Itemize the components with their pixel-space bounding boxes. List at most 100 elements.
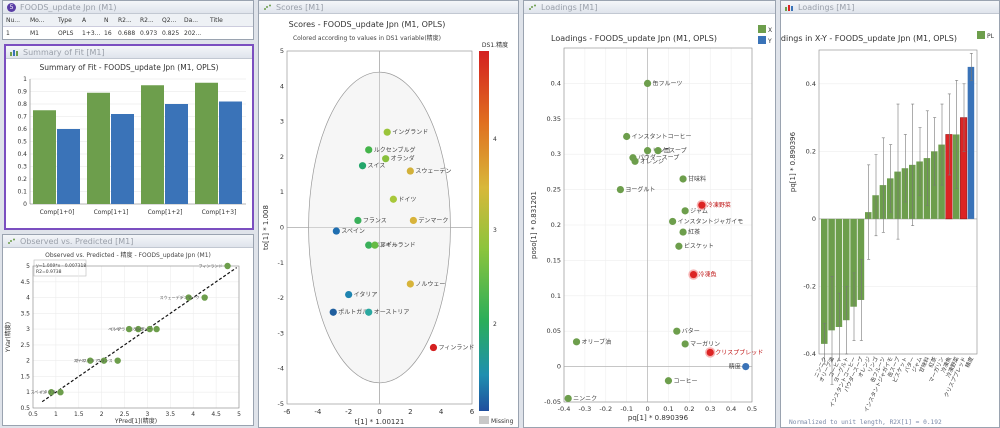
scores-title: Scores [M1] <box>276 2 324 12</box>
model-badge: 5 <box>7 2 16 12</box>
bar <box>33 110 56 204</box>
loadings-titlebar[interactable]: Loadings [M1] <box>524 1 775 14</box>
data-point <box>623 132 631 141</box>
cell: OPLS <box>58 29 74 37</box>
x-tick-label: 1.5 <box>74 411 84 418</box>
y-tick-label: -4 <box>278 365 284 373</box>
x-tick-label: -4 <box>314 408 322 416</box>
y-tick-label: 0 <box>280 224 284 232</box>
scores-titlebar[interactable]: Scores [M1] <box>259 1 518 14</box>
y-axis-label: poso[1] * 0.831201 <box>530 191 538 259</box>
col-header[interactable]: Nu... <box>6 16 21 24</box>
point-label: ベルギー <box>374 242 398 249</box>
bar <box>872 195 879 219</box>
point-label: スペイン <box>341 228 365 235</box>
bar <box>879 185 887 219</box>
color-bar-title: DS1.精度 <box>482 41 508 49</box>
y-tick-label: -0.2 <box>803 282 816 290</box>
bar <box>909 164 916 219</box>
data-point <box>365 241 373 249</box>
y-tick-label: 1 <box>280 188 284 196</box>
point-label: オランダ <box>391 155 415 163</box>
plot-frame <box>32 265 240 409</box>
legend-line-2: R2=0.9738 <box>36 269 62 275</box>
col-header[interactable]: A <box>82 16 87 24</box>
point-label: マーガリン <box>690 340 720 348</box>
col-header[interactable]: Type <box>58 16 72 24</box>
point-label: ポルトガル <box>338 308 368 316</box>
data-point <box>742 363 750 371</box>
point-label: オレンジ <box>640 158 664 165</box>
data-point <box>572 338 581 346</box>
obs-pred-titlebar[interactable]: Observed vs. Predicted [M1] <box>3 235 253 248</box>
x-tick-label: 0.1 <box>663 405 673 413</box>
point-label: オーストリア <box>75 358 99 363</box>
x-tick-label: Comp[1+1] <box>94 209 129 216</box>
y-tick-label: 3.5 <box>20 310 30 317</box>
data-point <box>365 308 373 316</box>
col-header[interactable]: R2... <box>140 16 154 24</box>
y-tick-label: 0.5 <box>20 405 30 412</box>
col-header[interactable]: N <box>104 16 109 24</box>
bar <box>901 168 909 219</box>
legend-swatch <box>977 31 985 39</box>
point-label: フィンランド <box>438 345 474 352</box>
data-point <box>706 348 714 357</box>
summary-fit-window: Summary of Fit [M1] Summary of Fit - FOO… <box>4 44 254 230</box>
summary-fit-title: Summary of Fit [M1] <box>23 47 105 57</box>
summary-fit-titlebar[interactable]: Summary of Fit [M1] <box>6 46 252 59</box>
col-header[interactable]: Mo... <box>30 16 45 24</box>
bar <box>821 218 828 344</box>
chart-heading: Scores - FOODS_update Jpn (M1, OPLS) <box>289 20 446 29</box>
point-label: スイス <box>73 358 85 363</box>
point-label: 缶フルーツ <box>653 79 683 87</box>
legend-label: PL <box>987 33 995 40</box>
table-row[interactable]: 1 M1 OPLS 1+3... 16 0.688 0.973 0.825 20… <box>3 27 253 39</box>
bar <box>916 161 923 219</box>
bar <box>835 218 843 327</box>
point-label: ビスケット <box>684 242 714 250</box>
summary-fit-chart: Summary of Fit - FOODS_update Jpn (M1, O… <box>17 63 246 216</box>
model-table-titlebar[interactable]: 5 FOODS_update Jpn (M1) <box>3 1 253 14</box>
col-header[interactable]: R2... <box>118 16 132 24</box>
col-header[interactable]: Da... <box>184 16 199 24</box>
scatter-plot-icon <box>8 238 15 244</box>
col-header[interactable]: Q2... <box>162 16 177 24</box>
y-tick-label: 0.3 <box>551 150 561 158</box>
x-tick-label: -0.2 <box>599 405 612 413</box>
point-label: ベルギー <box>108 327 124 332</box>
point-label: スイス <box>368 163 386 170</box>
chart-heading: Summary of Fit - FOODS_update Jpn (M1, O… <box>39 63 218 72</box>
column-loadings-title: Loadings [M1] <box>798 2 855 12</box>
point-label: コーヒー <box>673 378 697 385</box>
point-label: インスタントコーヒー <box>632 133 692 141</box>
cell: 0.825 <box>162 29 180 37</box>
point-label: フランス <box>363 217 387 224</box>
data-point <box>224 262 231 270</box>
data-point <box>409 216 418 225</box>
data-point <box>135 325 142 333</box>
normalization-footer: Normalized to unit length, R2X[1] = 0.19… <box>789 419 942 426</box>
data-point <box>332 227 340 235</box>
data-point <box>406 280 414 288</box>
column-loadings-titlebar[interactable]: Loadings [M1] <box>781 1 999 14</box>
data-point <box>201 294 208 301</box>
y-tick-label: -0.4 <box>803 350 816 358</box>
data-point <box>371 241 379 249</box>
y-tick-label: 5 <box>26 263 30 270</box>
y-tick-label: 0.15 <box>547 256 561 264</box>
x-tick-label: 3.5 <box>166 411 176 418</box>
obs-pred-chart: Observed vs. Predicted - 精度 - FOODS_upda… <box>4 251 241 425</box>
cell: 1+3... <box>82 29 101 37</box>
y-tick-label: 0.4 <box>806 80 816 88</box>
x-axis-label: t[1] * 1.00121 <box>355 418 405 426</box>
plot-frame <box>818 49 978 355</box>
y-tick-label: 2 <box>280 153 284 161</box>
data-point <box>100 357 108 364</box>
chart-heading: tive Loadings in X-Y - FOODS_update Jpn … <box>781 34 957 43</box>
col-header[interactable]: Title <box>210 16 223 24</box>
x-tick-label: 0.5 <box>28 411 38 418</box>
x-tick-label: 1 <box>54 411 58 418</box>
cell: 0.688 <box>118 29 136 37</box>
data-point <box>429 343 438 352</box>
